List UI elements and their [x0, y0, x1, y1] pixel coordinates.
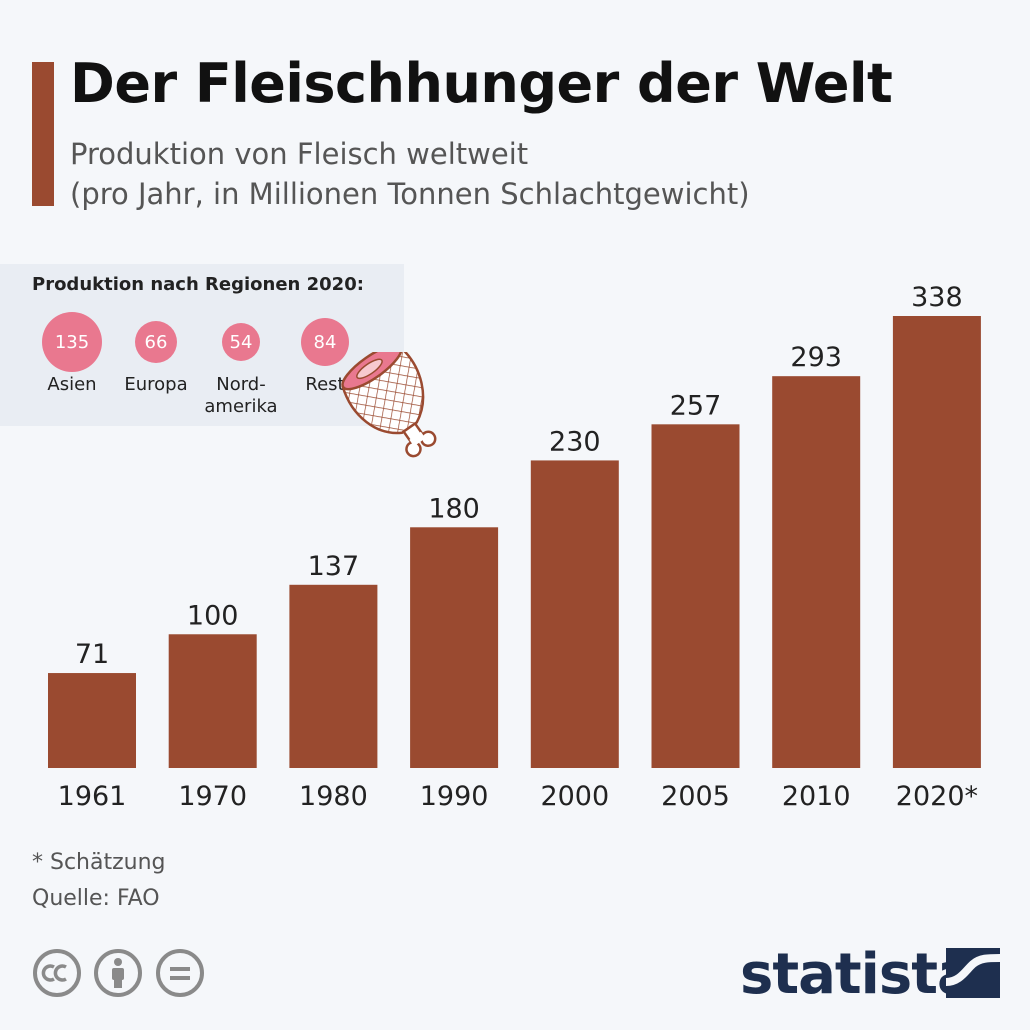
bar-2010 [772, 376, 861, 768]
x-tick-label: 2005 [661, 781, 730, 812]
x-tick-label: 2000 [540, 781, 609, 812]
bar-2020* [892, 316, 981, 768]
bar-1961 [48, 673, 136, 768]
region-asien: 135 Asien [27, 312, 117, 395]
region-label-line-2: amerika [204, 396, 278, 417]
x-tick-label: 1970 [178, 781, 247, 812]
subtitle-line-2: (pro Jahr, in Millionen Tonnen Schlachtg… [70, 177, 750, 211]
regions-title: Produktion nach Regionen 2020: [32, 274, 364, 295]
bar-chart: 71 1961 100 1970 137 1980 180 1990 230 2000 257 200… [48, 282, 981, 812]
data-label: 100 [187, 600, 239, 631]
region-label-line-1: Europa [124, 374, 188, 395]
data-label: 230 [549, 426, 601, 457]
data-label: 338 [911, 282, 963, 313]
data-label: 257 [670, 390, 722, 421]
region-label: Rest [280, 374, 370, 396]
region-rest: 84 Rest [280, 312, 370, 395]
ham-icon [341, 352, 437, 458]
footnote: * Schätzung [32, 850, 166, 875]
region-label: Europa [111, 374, 201, 396]
data-label: 137 [308, 551, 360, 582]
region-bubble: 54 [222, 323, 260, 361]
bar-1980 [289, 584, 378, 768]
title-accent-bar [32, 62, 54, 206]
statista-wordmark: statista [740, 942, 975, 1007]
bars-group: 71 1961 100 1970 137 1980 180 1990 230 2000 257 200… [48, 282, 981, 812]
bar-2000 [530, 460, 619, 768]
region-bubble: 135 [42, 312, 102, 372]
no-derivatives-icon [156, 949, 204, 997]
bar-1970 [168, 634, 257, 768]
region-label-line-1: Asien [47, 374, 97, 395]
region-europa: 66 Europa [111, 312, 201, 395]
region-label: Nord- amerika [196, 374, 286, 418]
data-label: 180 [428, 493, 480, 524]
data-label: 71 [75, 639, 109, 670]
source: Quelle: FAO [32, 886, 160, 911]
subtitle-line-1: Produktion von Fleisch weltweit [70, 137, 529, 171]
x-tick-label: 2010 [782, 781, 851, 812]
x-tick-label: 1990 [420, 781, 489, 812]
bar-2005 [651, 424, 740, 768]
chart-subtitle: Produktion von Fleisch weltweit (pro Jah… [70, 134, 750, 214]
region-bubble: 66 [135, 321, 177, 363]
attribution-icon [94, 949, 142, 997]
regions-panel: Produktion nach Regionen 2020: 135 Asien… [0, 264, 404, 426]
region-bubble: 84 [301, 318, 349, 366]
region-label-line-1: Nord- [216, 374, 266, 395]
region-label: Asien [27, 374, 117, 396]
x-tick-label: 1961 [58, 781, 127, 812]
x-tick-label: 1980 [299, 781, 368, 812]
x-tick-label: 2020* [896, 781, 978, 812]
statista-logo-icon [946, 948, 1000, 998]
data-label: 293 [790, 342, 842, 373]
region-nordamerika: 54 Nord- amerika [196, 312, 286, 417]
region-label-line-1: Rest [305, 374, 345, 395]
chart-title: Der Fleischhunger der Welt [70, 52, 893, 115]
bar-1990 [410, 527, 499, 768]
cc-icon [33, 949, 81, 997]
